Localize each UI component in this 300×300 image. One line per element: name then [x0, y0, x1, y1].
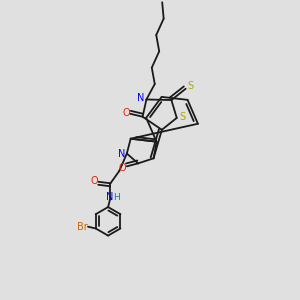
- Text: N: N: [118, 148, 125, 159]
- Text: S: S: [188, 81, 194, 92]
- Text: O: O: [122, 108, 130, 118]
- Text: O: O: [90, 176, 98, 186]
- Text: H: H: [113, 193, 120, 202]
- Text: N: N: [137, 93, 145, 103]
- Text: S: S: [180, 112, 186, 122]
- Text: O: O: [119, 163, 127, 172]
- Text: Br: Br: [77, 222, 88, 232]
- Text: N: N: [106, 192, 114, 202]
